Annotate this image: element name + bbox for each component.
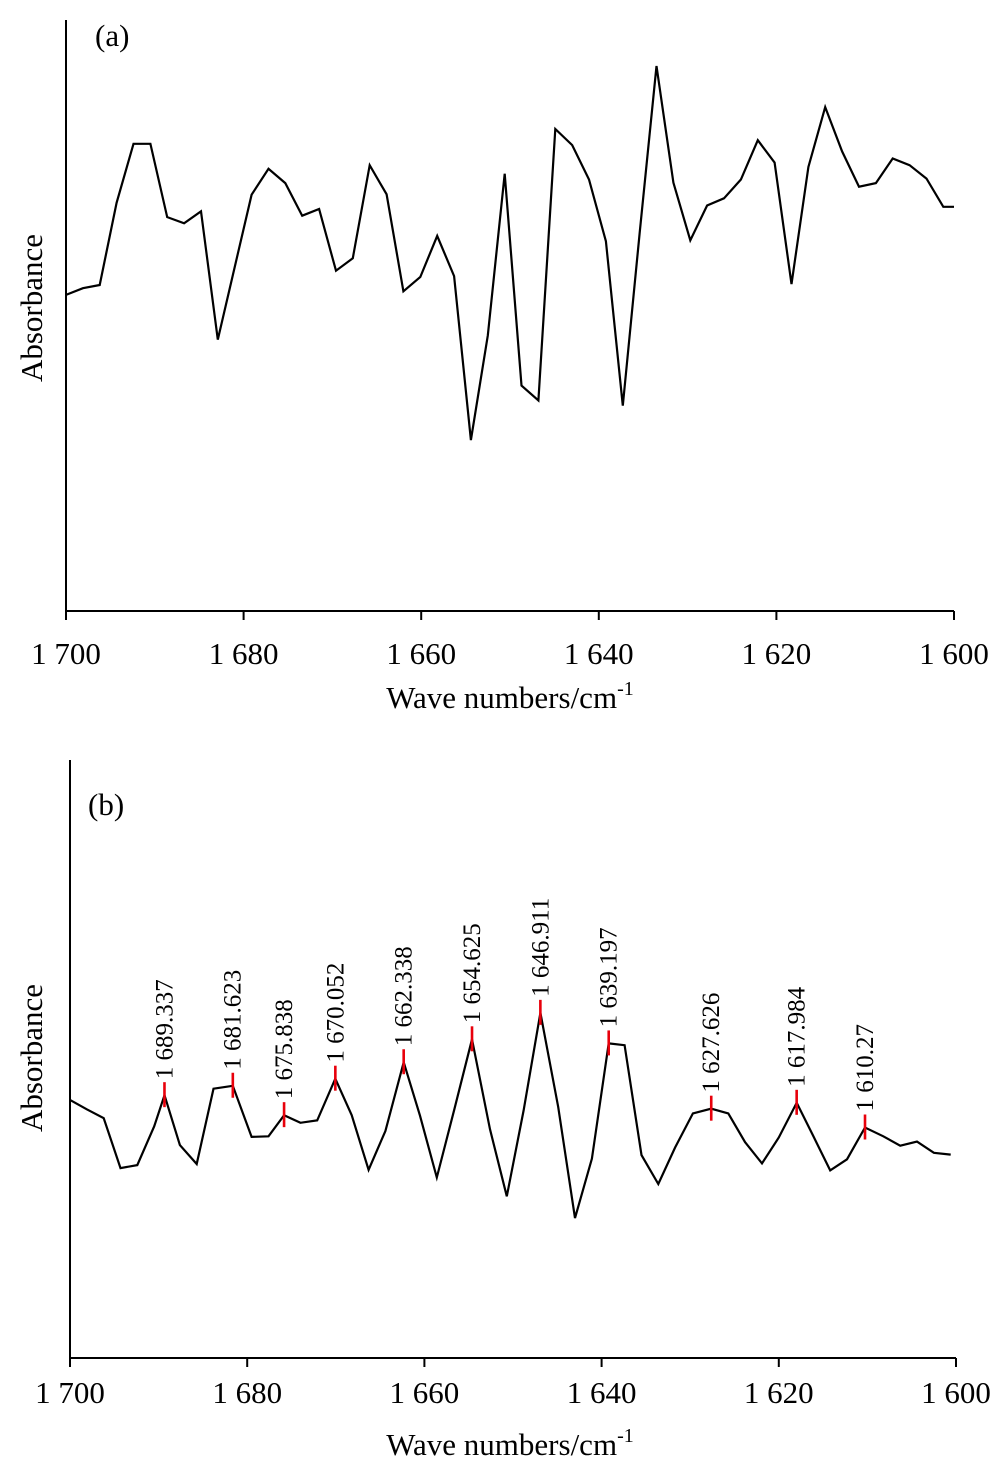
panel-b-label: (b) xyxy=(88,787,124,822)
panel-b-peak-markers xyxy=(163,999,867,1140)
panel-b-peak-label-2: 1 675.838 xyxy=(271,999,298,1099)
panel-a-x-tick-labels: 1 700 1 680 1 660 1 640 1 620 1 600 xyxy=(31,636,989,671)
panel-b-peak-label-7: 1 639.197 xyxy=(596,927,623,1027)
panel-a-label: (a) xyxy=(95,18,129,53)
panel-b-x-ticks xyxy=(69,1358,957,1367)
panel-b-x-axis-title-sup: -1 xyxy=(617,1425,634,1447)
panel-b-peak-labels: 1 689.337 1 681.623 1 675.838 1 670.052 1 66… xyxy=(151,898,879,1112)
panel-b-peak-label-4: 1 662.338 xyxy=(391,946,418,1046)
panel-b-peak-label-8: 1 627.626 xyxy=(698,993,725,1093)
panel-b-y-axis-title: Absorbance xyxy=(14,984,49,1132)
panel-b-series-line xyxy=(69,1012,951,1219)
panel-b-peak-label-3: 1 670.052 xyxy=(322,963,349,1063)
panel-a-x-tick-label-3: 1 640 xyxy=(564,636,634,671)
panel-a-x-tick-label-0: 1 700 xyxy=(31,636,101,671)
panel-a-x-axis-title-main: Wave numbers/cm xyxy=(386,680,617,715)
panel-b-x-tick-labels: 1 700 1 680 1 660 1 640 1 620 1 600 xyxy=(35,1375,991,1410)
panel-b-peak-label-0: 1 689.337 xyxy=(151,979,178,1079)
panel-a-x-ticks xyxy=(65,611,955,620)
panel-b-x-tick-label-0: 1 700 xyxy=(35,1375,105,1410)
panel-b: 1 700 1 680 1 660 1 640 1 620 1 600 1 689.337… xyxy=(14,760,991,1462)
panel-b-peak-label-6: 1 646.911 xyxy=(527,898,554,997)
panel-a-x-axis-title: Wave numbers/cm-1 xyxy=(386,678,633,715)
panel-b-x-tick-label-4: 1 620 xyxy=(744,1375,814,1410)
panel-a-x-axis-title-sup: -1 xyxy=(617,678,634,700)
panel-a-x-tick-label-2: 1 660 xyxy=(386,636,456,671)
panel-a-x-tick-label-4: 1 620 xyxy=(742,636,812,671)
panel-b-x-tick-label-2: 1 660 xyxy=(390,1375,460,1410)
panel-b-peak-label-10: 1 610.27 xyxy=(852,1024,879,1112)
panel-b-x-axis-title: Wave numbers/cm-1 xyxy=(386,1425,633,1462)
panel-a-x-tick-label-5: 1 600 xyxy=(919,636,989,671)
panel-b-x-tick-label-1: 1 680 xyxy=(212,1375,282,1410)
panel-b-peak-label-1: 1 681.623 xyxy=(220,970,247,1070)
panel-a-x-tick-label-1: 1 680 xyxy=(209,636,279,671)
panel-b-peak-label-5: 1 654.625 xyxy=(459,923,486,1023)
panel-b-x-tick-label-3: 1 640 xyxy=(567,1375,637,1410)
panel-a: 1 700 1 680 1 660 1 640 1 620 1 600 (a) Absor… xyxy=(14,18,989,715)
panel-a-series-line xyxy=(65,65,954,441)
panel-a-y-axis-title: Absorbance xyxy=(14,234,49,382)
panel-b-x-axis-title-main: Wave numbers/cm xyxy=(386,1427,617,1462)
panel-b-x-tick-label-5: 1 600 xyxy=(921,1375,991,1410)
panel-b-peak-label-9: 1 617.984 xyxy=(784,986,811,1087)
